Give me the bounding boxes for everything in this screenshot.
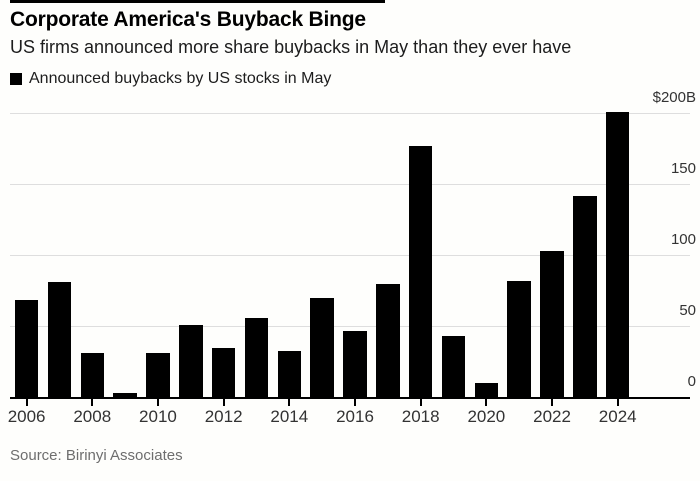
bar-2012 — [211, 347, 236, 398]
y-axis-tick-label: 150 — [670, 159, 696, 177]
y-gridline — [10, 184, 690, 185]
x-axis-tick — [616, 398, 619, 406]
bar-2010 — [146, 353, 170, 398]
source-text: Source: Birinyi Associates — [10, 447, 183, 464]
y-axis-tick-label: 0 — [687, 372, 696, 390]
bar-2021 — [507, 281, 531, 398]
x-axis-tick — [551, 398, 554, 406]
x-axis-tick — [91, 398, 94, 406]
x-axis-year-label: 2012 — [204, 407, 243, 426]
legend-label: Announced buybacks by US stocks in May — [29, 70, 332, 87]
x-axis-tick — [25, 398, 28, 406]
x-axis-tick — [485, 398, 488, 406]
x-axis-baseline — [10, 396, 690, 399]
y-gridline — [10, 255, 690, 256]
x-axis-year-label: 2014 — [270, 407, 309, 426]
bar-2022 — [540, 251, 564, 398]
chart-title: Corporate America's Buyback Binge — [10, 8, 366, 31]
x-axis-tick — [222, 398, 225, 406]
bar-2023 — [573, 195, 597, 398]
bar-2019 — [441, 336, 466, 398]
x-axis-year-label: 2016 — [336, 407, 374, 426]
x-axis-tick — [354, 398, 356, 406]
x-axis-tick — [419, 398, 422, 406]
x-axis-year-label: 2020 — [467, 407, 506, 426]
x-axis-year-label: 2006 — [7, 407, 46, 426]
x-axis-year-label: 2022 — [533, 407, 571, 426]
top-rule — [10, 0, 385, 3]
x-axis-year-label: 2010 — [139, 407, 177, 426]
bar-2008 — [80, 353, 105, 398]
bar-2024 — [605, 112, 630, 398]
bar-2013 — [244, 317, 269, 398]
x-axis-year-label: 2018 — [401, 407, 440, 426]
bar-2014 — [277, 350, 302, 398]
y-axis-tick-label: $200B — [652, 88, 696, 106]
x-axis-year-label: 2008 — [73, 407, 112, 426]
bar-2009 — [113, 393, 137, 398]
bar-2006 — [14, 299, 39, 398]
bar-2007 — [47, 282, 72, 398]
bar-2017 — [376, 283, 400, 398]
legend-swatch-icon — [10, 73, 22, 85]
bar-2011 — [179, 325, 203, 398]
y-gridline — [10, 326, 690, 327]
y-axis-tick-label: 100 — [670, 230, 696, 248]
x-axis-year-label: 2024 — [598, 407, 637, 426]
bar-2018 — [408, 146, 433, 398]
legend: Announced buybacks by US stocks in May — [10, 70, 331, 88]
bar-2020 — [474, 383, 499, 398]
y-gridline — [10, 113, 690, 114]
bar-2015 — [310, 298, 334, 398]
x-axis-tick — [288, 398, 291, 406]
chart-subtitle: US firms announced more share buybacks i… — [10, 37, 572, 57]
bar-2016 — [343, 330, 367, 398]
x-axis-tick — [156, 398, 159, 406]
y-axis-tick-label: 50 — [679, 301, 696, 319]
